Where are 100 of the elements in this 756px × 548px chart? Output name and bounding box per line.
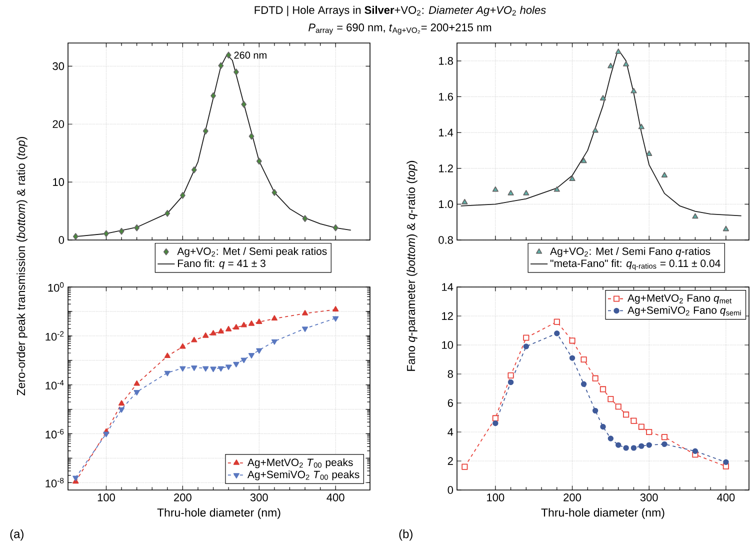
point bbox=[302, 310, 308, 316]
y-tick-label: 20 bbox=[52, 120, 64, 128]
point bbox=[256, 348, 262, 354]
point bbox=[569, 355, 576, 361]
point bbox=[191, 336, 198, 342]
y-tick-label: 10 bbox=[53, 178, 64, 186]
point bbox=[210, 366, 216, 372]
point bbox=[600, 386, 606, 392]
point bbox=[118, 400, 125, 406]
y-tick-label: 10$^{0}$ bbox=[48, 282, 64, 292]
point bbox=[248, 320, 255, 326]
point bbox=[332, 316, 339, 322]
point bbox=[692, 448, 698, 454]
legend-label: Ag+VO$_{2}$: Met / Semi Fano q-ratios bbox=[550, 247, 710, 258]
point bbox=[210, 92, 216, 100]
point bbox=[580, 158, 587, 164]
point bbox=[661, 434, 668, 440]
y-tick-label: 2 bbox=[448, 457, 453, 465]
point bbox=[256, 158, 262, 165]
point bbox=[180, 366, 186, 372]
point bbox=[592, 127, 598, 133]
x-tick-label: 400 bbox=[717, 494, 735, 502]
legend-label: Ag+MetVO$_{2}$ Fano q$_{met}$ bbox=[628, 294, 732, 304]
point bbox=[554, 318, 560, 325]
y-tick-label: 6 bbox=[448, 399, 453, 407]
point bbox=[600, 95, 606, 100]
point bbox=[233, 362, 240, 368]
text: (b) bbox=[399, 529, 412, 541]
point bbox=[646, 442, 652, 448]
point bbox=[134, 224, 140, 232]
point bbox=[210, 330, 216, 336]
point bbox=[202, 366, 209, 372]
point bbox=[492, 415, 498, 422]
point bbox=[164, 210, 170, 217]
point bbox=[202, 332, 209, 338]
y-axis-title: Zero-order peak transmission (bottom) & ratio (top) bbox=[16, 136, 28, 396]
point bbox=[118, 407, 125, 413]
y-tick-label: 10$^{-6}$ bbox=[46, 428, 64, 438]
point bbox=[623, 61, 630, 66]
point bbox=[638, 443, 644, 449]
point bbox=[638, 124, 644, 130]
x-axis-title: Thru-hole diameter (nm) bbox=[157, 508, 280, 519]
point bbox=[608, 62, 614, 68]
point bbox=[523, 334, 530, 341]
y-tick-label: 1.8 bbox=[439, 57, 453, 65]
point bbox=[646, 428, 652, 436]
point bbox=[72, 476, 79, 482]
y-tick-label: 10 bbox=[442, 341, 454, 349]
text: Fano q-parameter (bottom) & q-ratio (top) bbox=[406, 160, 418, 371]
point bbox=[608, 396, 614, 402]
legend-label: Ag+SemiVO$_{2}$ Fano q$_{semi}$ bbox=[628, 306, 741, 316]
point bbox=[271, 339, 278, 345]
point bbox=[580, 381, 587, 387]
point bbox=[608, 436, 614, 442]
point bbox=[662, 441, 668, 448]
point bbox=[218, 366, 224, 372]
y-tick-label: 0 bbox=[448, 486, 454, 494]
x-tick-label: 100 bbox=[98, 494, 115, 502]
point bbox=[164, 370, 170, 376]
legend-label: Fano fit: q = 41 ± 3 bbox=[178, 259, 266, 270]
point bbox=[508, 372, 514, 378]
point bbox=[118, 228, 124, 235]
point bbox=[248, 353, 255, 358]
point bbox=[104, 230, 109, 238]
point bbox=[661, 172, 668, 178]
point bbox=[332, 224, 338, 232]
point bbox=[630, 88, 637, 94]
x-tick-label: 200 bbox=[564, 494, 581, 502]
y-tick-label: 1.4 bbox=[439, 128, 454, 136]
point bbox=[462, 464, 468, 470]
point bbox=[616, 442, 622, 448]
point bbox=[723, 459, 729, 466]
point bbox=[592, 375, 598, 382]
y-tick-label: 10$^{-8}$ bbox=[46, 478, 64, 488]
point bbox=[233, 324, 240, 330]
point bbox=[508, 190, 514, 196]
y-tick-label: 12 bbox=[442, 312, 453, 320]
point bbox=[234, 68, 239, 76]
legend-label: Ag+MetVO$_{2}$ T$_{00}$ peaks bbox=[247, 458, 353, 468]
point bbox=[462, 198, 468, 204]
point bbox=[692, 213, 698, 219]
point bbox=[623, 445, 629, 451]
y-tick-label: 0 bbox=[58, 236, 64, 244]
y-tick-label: 1.0 bbox=[439, 200, 454, 208]
point bbox=[580, 356, 587, 363]
text: P$_{array}$ = 690 nm, t$_{Ag+VO₂}$= 200+215 nm bbox=[308, 24, 492, 34]
point bbox=[218, 328, 224, 334]
point bbox=[569, 338, 576, 344]
point bbox=[592, 408, 598, 414]
point bbox=[508, 379, 514, 386]
y-tick-label: 4 bbox=[448, 428, 454, 436]
point bbox=[240, 358, 247, 364]
x-tick-label: 200 bbox=[174, 494, 192, 502]
point bbox=[554, 186, 560, 192]
text: (a) bbox=[10, 529, 24, 541]
point bbox=[569, 176, 576, 182]
point bbox=[615, 48, 622, 54]
y-tick-label: 0.8 bbox=[438, 236, 453, 244]
point bbox=[646, 150, 652, 156]
point bbox=[180, 343, 186, 349]
